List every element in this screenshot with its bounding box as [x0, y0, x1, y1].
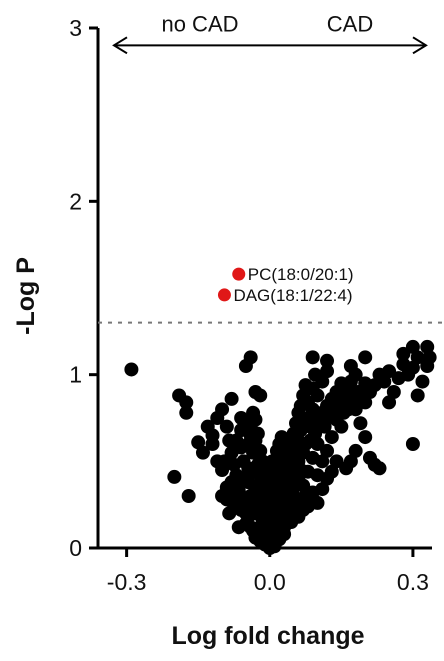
cad-label: CAD [327, 11, 373, 36]
data-point [248, 412, 263, 427]
data-point [195, 445, 210, 460]
data-point [224, 391, 239, 406]
data-point [289, 506, 304, 521]
data-point [377, 374, 392, 389]
x-tick-label: 0.0 [254, 569, 286, 595]
data-point [300, 395, 315, 410]
x-tick-label: 0.3 [397, 569, 429, 595]
data-point [219, 419, 234, 434]
data-point [253, 388, 268, 403]
highlighted-point [232, 267, 246, 281]
data-point [372, 461, 387, 476]
data-point [215, 402, 230, 417]
arrow-right-head [412, 36, 428, 55]
data-point [246, 464, 261, 479]
data-point [353, 416, 368, 431]
data-point [315, 454, 330, 469]
data-point [410, 350, 425, 365]
no-cad-label: no CAD [161, 11, 238, 36]
data-point [405, 339, 420, 354]
data-point [310, 495, 325, 510]
y-axis-title: -Log P [12, 257, 40, 335]
data-point [238, 506, 253, 521]
data-point [243, 520, 258, 535]
data-point [274, 430, 289, 445]
data-point [358, 350, 373, 365]
data-point [358, 430, 373, 445]
data-point [320, 364, 335, 379]
data-point [179, 395, 194, 410]
data-point [386, 385, 401, 399]
data-point [317, 419, 332, 434]
x-tick-label: -0.3 [107, 569, 147, 595]
data-point [324, 430, 339, 445]
highlighted-point [217, 288, 231, 302]
data-point [422, 350, 437, 365]
data-point [226, 457, 241, 472]
data-point [305, 350, 320, 365]
data-point [243, 350, 258, 365]
data-point [405, 437, 420, 451]
data-point [241, 437, 256, 451]
data-point [222, 433, 237, 448]
y-tick-label: 0 [69, 535, 82, 561]
data-point [343, 359, 358, 373]
plot-axes: 0 1 2 3 -0.3 0.0 0.3 [69, 15, 432, 595]
data-point [179, 405, 194, 420]
data-point [222, 506, 237, 521]
data-point [298, 378, 313, 393]
data-point [341, 402, 356, 417]
data-point [320, 443, 335, 458]
data-point [320, 471, 335, 486]
y-tick-label: 1 [69, 362, 82, 388]
data-point [320, 353, 335, 368]
data-point [382, 395, 397, 410]
data-point [410, 388, 425, 403]
x-axis-title: Log fold change [171, 622, 364, 650]
data-point [329, 454, 344, 469]
y-tick-label: 2 [69, 188, 82, 214]
data-point [205, 437, 220, 451]
arrow-left-head [112, 36, 128, 55]
data-point [267, 457, 282, 472]
data-point [267, 539, 282, 554]
data-point [272, 527, 287, 542]
highlighted-point-label: PC(18:0/20:1) [248, 265, 354, 284]
data-point [229, 489, 244, 503]
data-point [167, 469, 182, 484]
data-point [315, 374, 330, 389]
highlighted-point-label: DAG(18:1/22:4) [233, 286, 352, 305]
direction-arrow: no CAD CAD [112, 11, 428, 55]
data-point [415, 374, 430, 389]
data-point [298, 489, 313, 503]
data-points [124, 339, 437, 555]
data-point [405, 360, 420, 375]
data-point [124, 362, 139, 377]
data-point [224, 475, 239, 490]
data-point [348, 443, 363, 458]
data-point [358, 376, 373, 391]
data-point [262, 492, 277, 507]
data-point [181, 489, 196, 503]
data-point [191, 435, 206, 450]
highlighted-points: PC(18:0/20:1) DAG(18:1/22:4) [217, 265, 354, 305]
data-point [281, 489, 296, 503]
data-point [358, 395, 373, 410]
data-point [200, 419, 215, 434]
y-tick-label: 3 [69, 15, 82, 41]
data-point [250, 426, 265, 441]
data-point [279, 468, 294, 483]
data-point [269, 502, 284, 517]
